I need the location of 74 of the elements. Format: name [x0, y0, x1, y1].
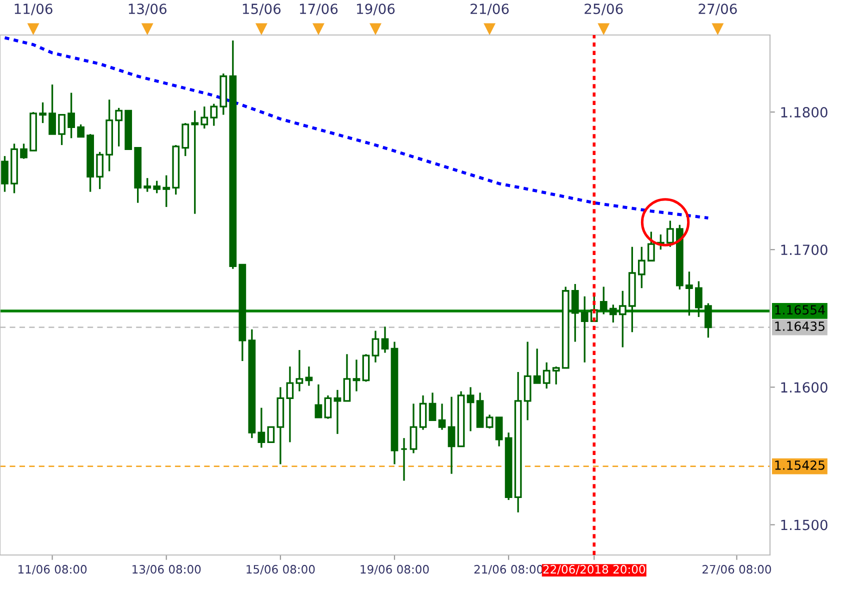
x-tick-label: 11/06 08:00	[18, 564, 87, 575]
y-tick-label: 1.1700	[781, 244, 828, 256]
candlestick	[638, 246, 646, 289]
text: 21/06	[470, 4, 509, 16]
candlestick	[39, 102, 46, 124]
candlestick	[1, 155, 8, 193]
candlestick	[334, 389, 342, 435]
candlestick	[324, 394, 332, 420]
candlestick	[552, 366, 560, 386]
x-tick-label: 22/06/2018 20:00	[543, 564, 646, 575]
candlestick	[580, 296, 588, 364]
candlestick	[486, 414, 494, 430]
candlestick	[419, 394, 427, 431]
candlestick	[286, 366, 294, 444]
candlestick	[258, 406, 266, 449]
candlestick	[182, 122, 190, 157]
candlestick	[618, 290, 626, 348]
candlestick	[704, 302, 712, 338]
candlestick	[200, 106, 208, 130]
candlestick	[533, 348, 541, 384]
candlestick	[352, 358, 360, 392]
text: 25/06	[584, 4, 623, 16]
candlestick	[495, 416, 503, 448]
candlestick	[600, 286, 608, 316]
text: 13/06	[128, 4, 166, 16]
candlestick	[428, 392, 436, 422]
candlestick	[695, 280, 702, 318]
candlestick	[68, 92, 75, 140]
candlestick	[542, 362, 550, 390]
x-tick-label: 27/06 08:00	[702, 564, 772, 575]
x-tick-label: 15/06 08:00	[246, 564, 315, 575]
line-series	[3, 36, 710, 220]
candlestick	[381, 326, 389, 354]
candlestick	[343, 353, 351, 402]
candlestick	[115, 107, 123, 148]
candlestick	[647, 230, 655, 262]
candlestick	[144, 177, 152, 193]
candlestick	[666, 220, 674, 248]
candlestick	[438, 402, 446, 431]
candlestick	[210, 102, 218, 127]
x-tick-label: 13/06 08:00	[132, 564, 201, 575]
candlestick	[686, 270, 693, 316]
candlestick	[466, 386, 474, 432]
candlestick	[410, 402, 418, 454]
candlestick	[58, 114, 66, 146]
text: 11/06	[14, 4, 52, 16]
text: 27/06	[698, 4, 737, 16]
text: 17/06	[300, 4, 338, 16]
candlestick	[191, 110, 199, 215]
candlestick	[162, 174, 170, 208]
x-tick-label: 21/06 08:00	[474, 564, 543, 575]
candlestick	[314, 384, 322, 418]
x-tick-label: 19/06 08:00	[360, 564, 429, 575]
y-tick-label: 1.1600	[781, 382, 828, 393]
candlestick	[20, 142, 28, 160]
candlestick	[48, 84, 56, 135]
candlestick	[372, 330, 380, 364]
y-tick-label: 1.1500	[781, 520, 828, 530]
candlestick	[571, 283, 579, 343]
ref-line-label: 1.15425	[775, 460, 824, 470]
candlestick	[153, 180, 161, 194]
y-tick-label: 1.1800	[781, 107, 828, 118]
candlestick	[609, 304, 617, 324]
candlestick	[305, 366, 313, 387]
candlestick	[296, 349, 304, 392]
text: 19/06	[357, 4, 395, 16]
candlestick	[77, 124, 84, 138]
candlestick	[400, 437, 408, 482]
candlestick	[448, 396, 456, 475]
text: 15/06	[242, 4, 281, 16]
ref-line-label: 1.16554	[775, 305, 825, 315]
candlestick	[267, 426, 275, 444]
ref-line-label: 1.16435	[775, 322, 824, 331]
candlestick	[96, 151, 104, 190]
